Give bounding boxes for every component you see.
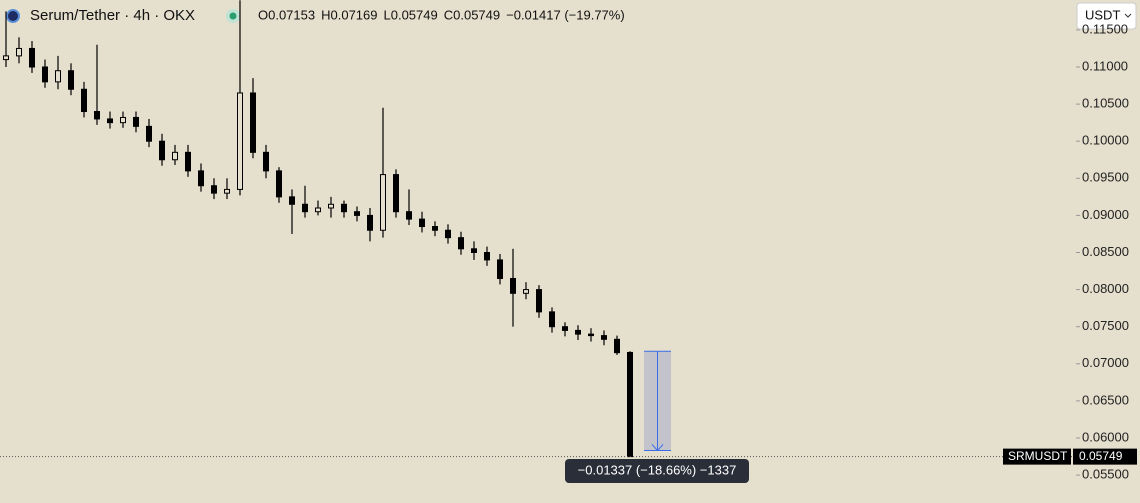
y-tick-label: 0.06000 — [1082, 429, 1129, 444]
y-tick-label: 0.05500 — [1082, 467, 1129, 482]
y-tick-label: 0.10000 — [1082, 133, 1129, 148]
candle-body — [185, 151, 191, 172]
candle-body — [55, 70, 61, 83]
candle-body — [341, 203, 347, 213]
candle-body — [445, 229, 451, 239]
candle-body — [536, 289, 542, 313]
candle-body — [107, 118, 113, 124]
y-tick-label: 0.07000 — [1082, 355, 1129, 370]
candle-body — [42, 66, 48, 83]
candle-body — [588, 333, 594, 337]
candle-body — [289, 196, 295, 205]
candle-body — [367, 214, 373, 231]
candle-body — [549, 311, 555, 328]
symbol-tag — [1003, 448, 1071, 465]
candle-body — [523, 289, 529, 294]
candle-body — [146, 125, 152, 142]
symbol-logo — [6, 9, 20, 23]
symbol-tag-label: SRMUSDT — [1008, 449, 1068, 463]
legend-item: L0.05749 — [384, 7, 438, 22]
ohlc-legend: O0.07153 H0.07169 L0.05749 C0.05749 −0.01417… — [258, 7, 625, 22]
candle-body — [575, 329, 581, 335]
chart-title: Serum/Tether · 4h · OKX — [30, 7, 195, 24]
candle-body — [601, 335, 607, 340]
candle-body — [159, 140, 165, 161]
candle-body — [211, 185, 217, 194]
candle-body — [120, 116, 126, 124]
candle-body — [81, 88, 87, 113]
status-dot — [229, 12, 237, 20]
currency-button[interactable] — [1076, 2, 1137, 30]
candle-body — [276, 170, 282, 198]
measure-label-bg — [565, 459, 749, 483]
legend-item: C0.05749 — [444, 7, 500, 22]
candle-body — [16, 47, 22, 57]
candle-body — [302, 203, 308, 213]
candle-body — [432, 226, 438, 231]
candle-body — [354, 211, 360, 216]
candle-body — [484, 252, 490, 261]
candle-body — [237, 92, 243, 190]
candle-body — [419, 218, 425, 228]
candle-body — [133, 116, 139, 127]
candle-body — [68, 70, 74, 90]
y-tick-label: 0.11000 — [1082, 58, 1128, 73]
candle-body — [393, 174, 399, 213]
measure-label: −0.01337 (−18.66%) −1337 — [578, 462, 737, 477]
candle-body — [263, 151, 269, 172]
candle-body — [94, 111, 100, 120]
y-tick-label: 0.11500 — [1082, 21, 1128, 36]
price-tag — [1073, 448, 1137, 465]
y-tick-label: 0.08500 — [1082, 244, 1129, 259]
legend-item: −0.01417 (−19.77%) — [506, 7, 625, 22]
price-tag-label: 0.05749 — [1079, 449, 1123, 463]
candle-body — [510, 277, 516, 294]
candle-body — [224, 188, 230, 194]
y-tick-label: 0.08000 — [1082, 281, 1129, 296]
candle-body — [250, 92, 256, 153]
candle-body — [315, 207, 321, 213]
y-tick-label: 0.06500 — [1082, 392, 1129, 407]
y-tick-label: 0.10500 — [1082, 96, 1129, 111]
candle-body — [328, 203, 334, 209]
candle-body — [406, 211, 412, 220]
candle-body — [198, 170, 204, 187]
candle-body — [29, 47, 35, 68]
legend-item: H0.07169 — [321, 7, 377, 22]
candle-body — [380, 174, 386, 231]
y-tick-label: 0.07500 — [1082, 318, 1129, 333]
candle-body — [471, 248, 477, 254]
dropdown-arrow — [1124, 13, 1132, 18]
candle-body — [3, 55, 9, 61]
measure-arrowhead — [651, 444, 664, 452]
candle-body — [627, 351, 633, 458]
y-tick-label: 0.09500 — [1082, 170, 1129, 185]
candle-body — [497, 259, 503, 279]
currency-label[interactable]: USDT — [1085, 7, 1120, 22]
y-tick-label: 0.09000 — [1082, 207, 1129, 222]
legend-item: O0.07153 — [258, 7, 315, 22]
candle-body — [562, 326, 568, 331]
candle-body — [614, 338, 620, 354]
candle-body — [172, 151, 178, 161]
candle-body — [458, 237, 464, 250]
